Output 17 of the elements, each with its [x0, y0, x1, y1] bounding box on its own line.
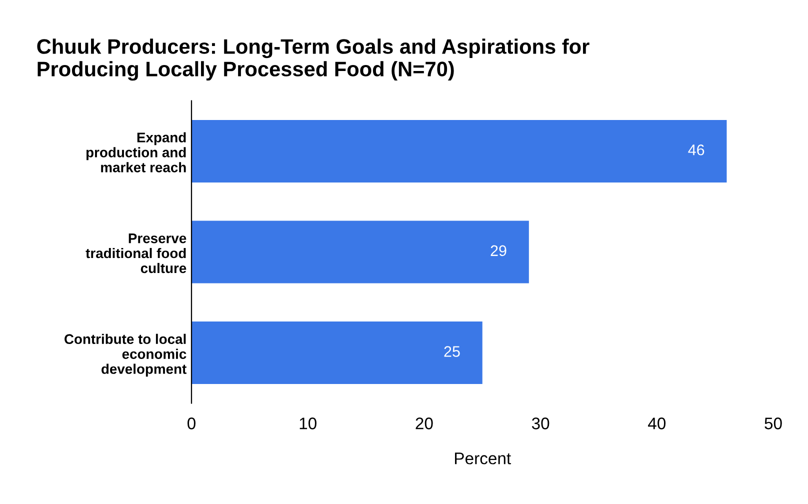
chart-title: Chuuk Producers: Long-Term Goals and Aspirations for Producing Locally Processed Food (N=70) [37, 38, 590, 81]
data-label: 46 [688, 144, 704, 156]
y-tick-label: Contribute to local economic development [64, 334, 186, 377]
x-tick-label: 40 [648, 418, 666, 430]
x-axis-title: Percent [455, 452, 511, 464]
bar [191, 322, 482, 384]
x-tick-label: 30 [532, 418, 550, 430]
y-tick-label: Expand production and market reach [86, 132, 186, 172]
bar [191, 220, 529, 284]
bar [191, 120, 727, 182]
data-label: 29 [490, 245, 506, 256]
x-tick-label: 50 [764, 418, 782, 430]
x-tick-label: 20 [416, 418, 433, 430]
x-tick-label: 10 [300, 418, 316, 430]
data-label: 25 [444, 346, 460, 357]
y-tick-label: Preserve traditional food culture [86, 234, 186, 274]
x-tick-label: 0 [188, 418, 196, 430]
